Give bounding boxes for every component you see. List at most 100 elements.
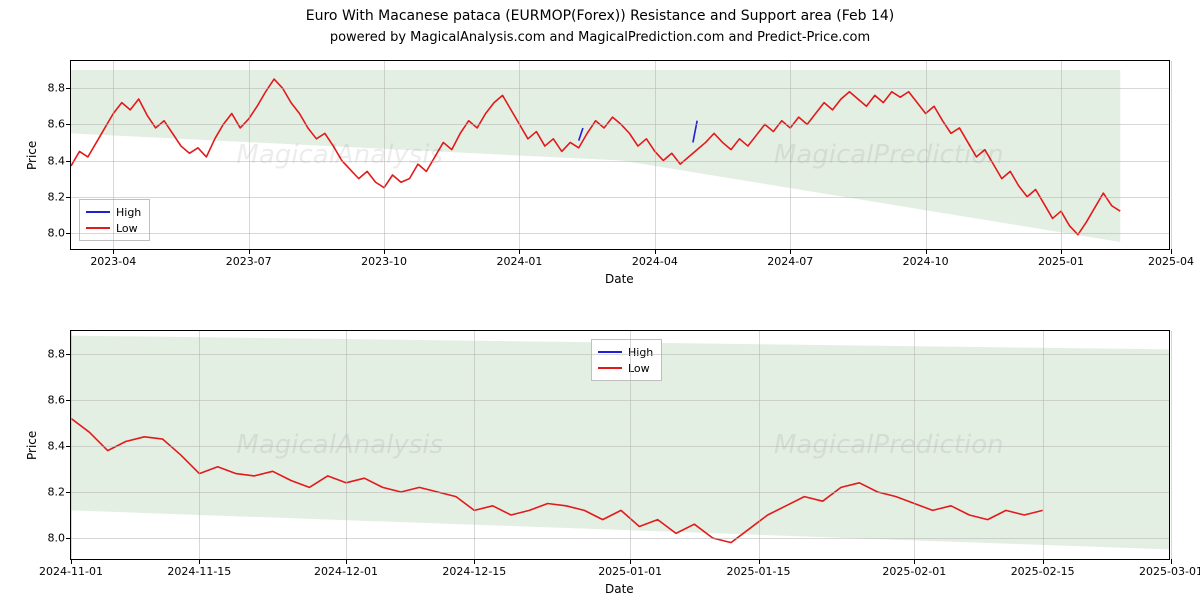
y-tick-label: 8.2	[48, 190, 66, 203]
gridline	[71, 331, 72, 559]
y-tick-label: 8.0	[48, 532, 66, 545]
y-tick-label: 8.4	[48, 154, 66, 167]
gridline	[71, 492, 1169, 493]
gridline	[71, 124, 1169, 125]
x-tick-label: 2023-07	[226, 255, 272, 268]
x-tick-label: 2024-12-01	[314, 565, 378, 578]
y-tick-label: 8.8	[48, 348, 66, 361]
legend-swatch	[86, 227, 110, 229]
gridline	[926, 61, 927, 249]
x-tick-label: 2024-12-15	[442, 565, 506, 578]
y-tick-label: 8.0	[48, 226, 66, 239]
gridline	[71, 446, 1169, 447]
tick-mark	[113, 249, 114, 254]
gridline	[71, 233, 1169, 234]
legend-swatch	[598, 351, 622, 353]
tick-mark	[66, 197, 71, 198]
bottom-y-axis-label: Price	[25, 431, 39, 460]
top-chart-axes: MagicalAnalysis MagicalPrediction HighLo…	[70, 60, 1170, 250]
x-tick-label: 2024-04	[632, 255, 678, 268]
tick-mark	[655, 249, 656, 254]
gridline	[71, 400, 1169, 401]
bottom-legend: High Low	[591, 339, 662, 381]
gridline	[630, 331, 631, 559]
x-tick-label: 2023-10	[361, 255, 407, 268]
support-area	[71, 70, 1120, 242]
x-tick-label: 2023-04	[90, 255, 136, 268]
tick-mark	[249, 249, 250, 254]
tick-mark	[66, 233, 71, 234]
y-tick-label: 8.4	[48, 440, 66, 453]
tick-mark	[914, 559, 915, 564]
gridline	[655, 61, 656, 249]
bottom-x-axis-label: Date	[605, 582, 634, 596]
gridline	[1043, 331, 1044, 559]
tick-mark	[1171, 559, 1172, 564]
gridline	[249, 61, 250, 249]
tick-mark	[199, 559, 200, 564]
gridline	[199, 331, 200, 559]
tick-mark	[519, 249, 520, 254]
tick-mark	[630, 559, 631, 564]
tick-mark	[1043, 559, 1044, 564]
tick-mark	[66, 161, 71, 162]
y-tick-label: 8.2	[48, 486, 66, 499]
x-tick-label: 2024-11-15	[167, 565, 231, 578]
x-tick-label: 2025-04	[1148, 255, 1194, 268]
legend-swatch	[598, 367, 622, 369]
tick-mark	[759, 559, 760, 564]
gridline	[1171, 331, 1172, 559]
gridline	[519, 61, 520, 249]
x-tick-label: 2025-03-01	[1139, 565, 1200, 578]
tick-mark	[790, 249, 791, 254]
legend-label: High	[116, 206, 141, 219]
top-x-axis-label: Date	[605, 272, 634, 286]
legend-item: Low	[598, 360, 653, 376]
gridline	[474, 331, 475, 559]
gridline	[346, 331, 347, 559]
x-tick-label: 2025-02-01	[882, 565, 946, 578]
tick-mark	[1171, 249, 1172, 254]
x-tick-label: 2025-01-15	[727, 565, 791, 578]
gridline	[71, 538, 1169, 539]
top-plot-area: MagicalAnalysis MagicalPrediction	[71, 61, 1169, 249]
tick-mark	[66, 88, 71, 89]
gridline	[1061, 61, 1062, 249]
y-tick-label: 8.6	[48, 394, 66, 407]
gridline	[71, 88, 1169, 89]
x-tick-label: 2024-10	[903, 255, 949, 268]
tick-mark	[66, 124, 71, 125]
x-tick-label: 2024-07	[767, 255, 813, 268]
chart-container: Euro With Macanese pataca (EURMOP(Forex)…	[0, 0, 1200, 600]
gridline	[759, 331, 760, 559]
legend-item: High	[598, 344, 653, 360]
x-tick-label: 2024-11-01	[39, 565, 103, 578]
legend-label: Low	[628, 362, 650, 375]
x-tick-label: 2024-01	[496, 255, 542, 268]
gridline	[384, 61, 385, 249]
top-chart-svg	[71, 61, 1169, 249]
x-tick-label: 2025-01-01	[598, 565, 662, 578]
x-tick-label: 2025-01	[1038, 255, 1084, 268]
gridline	[71, 354, 1169, 355]
gridline	[914, 331, 915, 559]
chart-subtitle: powered by MagicalAnalysis.com and Magic…	[0, 30, 1200, 45]
gridline	[113, 61, 114, 249]
top-y-axis-label: Price	[25, 141, 39, 170]
tick-mark	[346, 559, 347, 564]
tick-mark	[71, 559, 72, 564]
y-tick-label: 8.6	[48, 118, 66, 131]
tick-mark	[926, 249, 927, 254]
tick-mark	[474, 559, 475, 564]
gridline	[1171, 61, 1172, 249]
tick-mark	[384, 249, 385, 254]
legend-swatch	[86, 211, 110, 213]
chart-title: Euro With Macanese pataca (EURMOP(Forex)…	[0, 8, 1200, 24]
tick-mark	[1061, 249, 1062, 254]
gridline	[71, 197, 1169, 198]
x-tick-label: 2025-02-15	[1011, 565, 1075, 578]
top-legend: HighLow	[79, 199, 150, 241]
gridline	[71, 161, 1169, 162]
y-tick-label: 8.8	[48, 82, 66, 95]
bottom-chart-axes: MagicalAnalysis MagicalPrediction HighLo…	[70, 330, 1170, 560]
